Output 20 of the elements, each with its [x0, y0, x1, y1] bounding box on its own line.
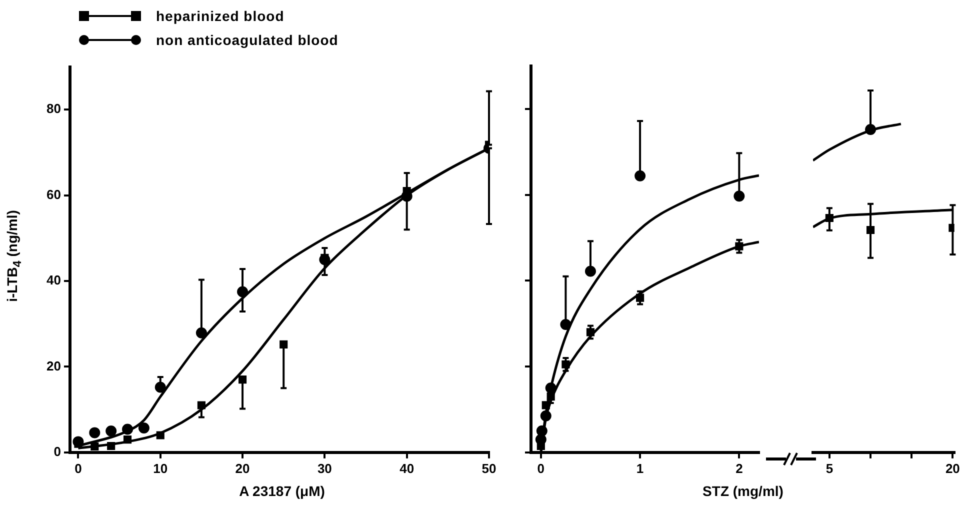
- x-tick-label: 30: [317, 460, 332, 476]
- x-tick-label: 20: [235, 460, 250, 476]
- legend-label: non anticoagulated blood: [156, 32, 338, 48]
- x-tick-label: 1: [636, 460, 644, 476]
- y-tick-label: 0: [54, 444, 61, 459]
- y-tick-label: 60: [46, 186, 61, 202]
- x-axis-title: A 23187 (μM): [239, 483, 325, 499]
- x-tick-label: 0: [537, 460, 545, 476]
- legend-label: heparinized blood: [156, 8, 284, 24]
- y-tick-label: 40: [46, 272, 61, 288]
- y-tick-label: 80: [46, 101, 61, 116]
- x-tick-label: 10: [153, 460, 168, 476]
- x-tick-label: 5: [826, 460, 834, 476]
- x-axis-title: STZ (mg/ml): [702, 483, 784, 499]
- x-tick-label: 40: [400, 460, 414, 476]
- x-tick-label: 50: [482, 460, 496, 476]
- x-tick-label: 20: [945, 460, 960, 476]
- x-tick-label: 0: [74, 460, 82, 476]
- x-tick-label: 2: [736, 460, 743, 476]
- y-tick-label: 20: [46, 358, 61, 374]
